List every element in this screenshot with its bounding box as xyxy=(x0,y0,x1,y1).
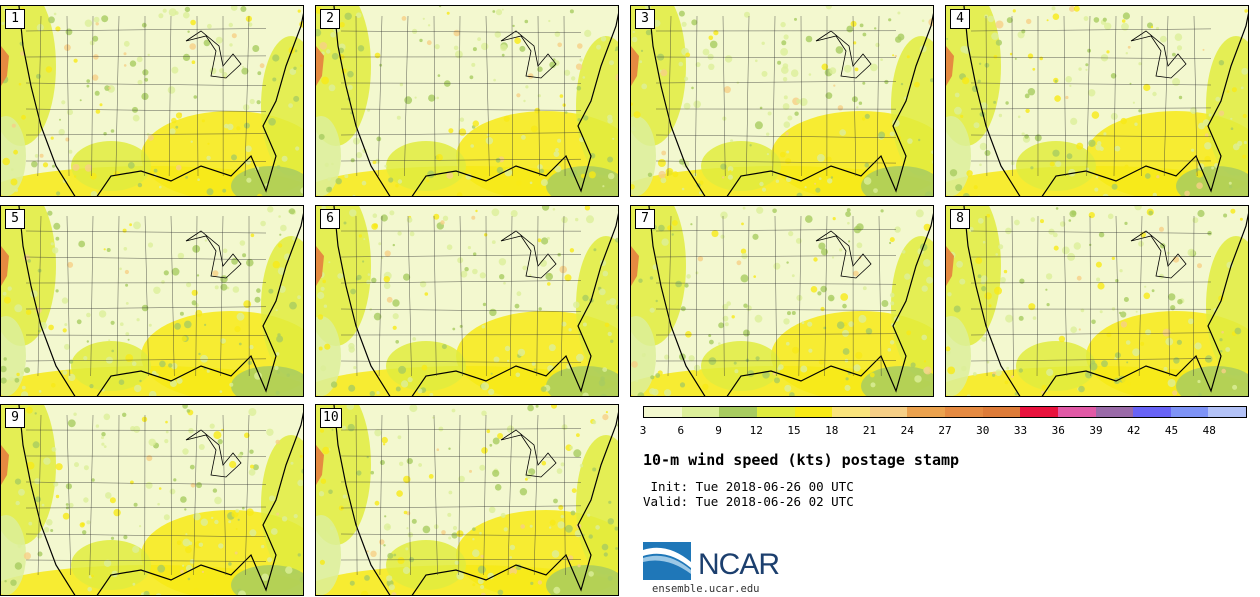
colorbar-tick-label: 30 xyxy=(976,424,990,437)
conus-wind-map xyxy=(1,405,303,595)
colorbar-tick-label: 45 xyxy=(1164,424,1179,437)
postage-stamp-panel-5: 5 xyxy=(0,205,304,397)
colorbar-tick-label: 12 xyxy=(749,424,763,437)
colorbar-swatch xyxy=(756,407,795,417)
conus-wind-map xyxy=(316,206,618,396)
conus-wind-map xyxy=(1,206,303,396)
postage-stamp-panel-7: 7 xyxy=(630,205,934,397)
conus-wind-map xyxy=(631,6,933,196)
colorbar-swatch xyxy=(945,407,983,417)
colorbar-swatch xyxy=(681,407,720,417)
colorbar-swatch xyxy=(794,407,833,417)
conus-wind-map xyxy=(631,206,933,396)
conus-wind-map xyxy=(1,6,303,196)
conus-wind-map xyxy=(946,6,1248,196)
conus-wind-map xyxy=(316,405,618,595)
ncar-wordmark: NCAR xyxy=(698,548,780,581)
member-number-label: 8 xyxy=(950,209,970,229)
colorbar-swatch xyxy=(982,407,1021,417)
conus-wind-map xyxy=(316,6,618,196)
member-number-label: 1 xyxy=(5,9,25,29)
member-number-label: 3 xyxy=(635,9,655,29)
colorbar-swatch xyxy=(869,407,908,417)
colorbar-tick-label: 39 xyxy=(1089,424,1103,437)
colorbar-tick-label: 27 xyxy=(938,424,952,437)
colorbar-tick-label: 42 xyxy=(1127,424,1141,437)
colorbar-swatch xyxy=(1020,407,1058,417)
ncar-logo-icon xyxy=(643,542,691,580)
postage-stamp-panel-8: 8 xyxy=(945,205,1249,397)
member-number-label: 2 xyxy=(320,9,340,29)
colorbar-swatch xyxy=(719,407,757,417)
wind-speed-colorbar xyxy=(643,406,1247,418)
postage-stamp-panel-1: 1 xyxy=(0,5,304,197)
member-number-label: 6 xyxy=(320,209,340,229)
valid-time: Valid: Tue 2018-06-26 02 UTC xyxy=(643,494,854,509)
colorbar-tick-label: 24 xyxy=(900,424,914,437)
member-number-label: 5 xyxy=(5,209,25,229)
colorbar-tick-label: 36 xyxy=(1051,424,1065,437)
init-time: Init: Tue 2018-06-26 00 UTC xyxy=(643,479,854,494)
member-number-label: 7 xyxy=(635,209,655,229)
colorbar-swatch xyxy=(1057,407,1096,417)
postage-stamp-panel-6: 6 xyxy=(315,205,619,397)
colorbar-swatch xyxy=(907,407,945,417)
colorbar-tick-label: 33 xyxy=(1013,424,1028,437)
member-number-label: 9 xyxy=(5,408,25,428)
postage-stamp-panel-3: 3 xyxy=(630,5,934,197)
member-number-label: 4 xyxy=(950,9,970,29)
postage-stamp-panel-4: 4 xyxy=(945,5,1249,197)
colorbar-tick-label: 18 xyxy=(825,424,839,437)
colorbar-swatch xyxy=(1208,407,1246,417)
colorbar-swatch xyxy=(1133,407,1171,417)
colorbar-tick-label: 48 xyxy=(1202,424,1216,437)
colorbar-tick-label: 3 xyxy=(639,424,647,437)
colorbar-tick-label: 9 xyxy=(715,424,722,437)
member-number-label: 10 xyxy=(320,408,342,428)
colorbar-swatch xyxy=(644,407,682,417)
colorbar-tick-labels: 3 6 9 12 15 18 21 24 27 30 33 36 39 42 45 48 xyxy=(639,424,1247,438)
colorbar-swatch xyxy=(832,407,870,417)
colorbar-tick-label: 6 xyxy=(677,424,685,437)
postage-stamp-panel-10: 10 xyxy=(315,404,619,596)
colorbar-swatch xyxy=(1170,407,1209,417)
colorbar-tick-label: 15 xyxy=(787,424,801,437)
product-title: 10-m wind speed (kts) postage stamp xyxy=(643,451,960,469)
colorbar-swatch xyxy=(1095,407,1134,417)
conus-wind-map xyxy=(946,206,1248,396)
colorbar-tick-label: 21 xyxy=(862,424,877,437)
ensemble-url: ensemble.ucar.edu xyxy=(652,583,760,595)
postage-stamp-panel-9: 9 xyxy=(0,404,304,596)
postage-stamp-panel-2: 2 xyxy=(315,5,619,197)
